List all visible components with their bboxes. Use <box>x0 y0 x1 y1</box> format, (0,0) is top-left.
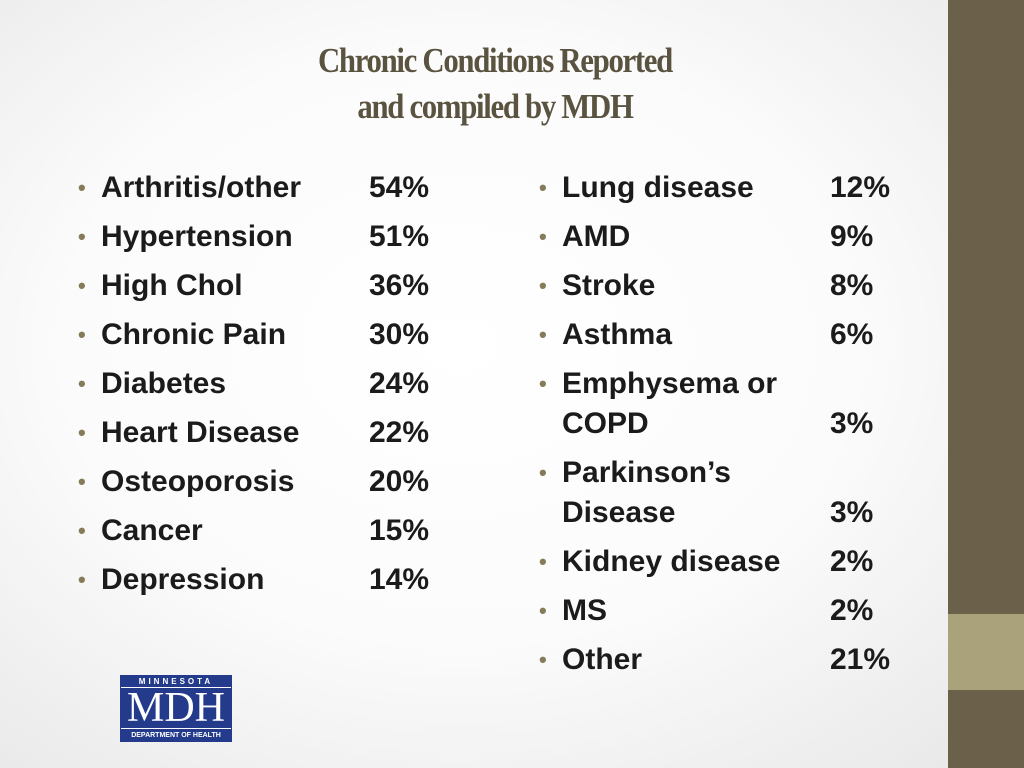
list-item: • Diabetes 24% <box>78 364 429 404</box>
item-value: 22% <box>369 416 430 449</box>
item-label: Emphysema or COPD <box>562 367 778 440</box>
bullet: • <box>78 224 86 249</box>
item-label: Arthritis/other <box>101 171 302 204</box>
bullet: • <box>539 549 547 574</box>
list-item: • Other 21% <box>539 640 890 680</box>
item-label: Heart Disease <box>101 416 300 449</box>
item-label: Cancer <box>101 514 203 547</box>
item-label: Hypertension <box>101 220 293 253</box>
item-label: Osteoporosis <box>101 465 295 498</box>
item-label: Kidney disease <box>562 545 781 578</box>
item-label: Stroke <box>562 269 656 302</box>
bullet: • <box>539 224 547 249</box>
item-label: Chronic Pain <box>101 318 287 351</box>
item-value: 20% <box>369 465 430 498</box>
item-value: 2% <box>830 594 874 627</box>
bullet: • <box>539 460 547 485</box>
item-value: 30% <box>369 318 430 351</box>
item-label: Asthma <box>562 318 673 351</box>
bullet: • <box>78 273 86 298</box>
logo-top: MINNESOTA <box>138 677 214 686</box>
list-item: • Lung disease 12% <box>539 168 890 208</box>
item-value: 51% <box>369 220 430 253</box>
list-item: • High Chol 36% <box>78 266 429 306</box>
item-label: MS <box>562 594 607 627</box>
bullet: • <box>539 273 547 298</box>
item-label: AMD <box>562 220 631 253</box>
item-label: Diabetes <box>101 367 227 400</box>
list-item: • Emphysema or COPD 3% <box>539 364 890 444</box>
mdh-logo: MINNESOTA MDH DEPARTMENT OF HEALTH <box>120 675 232 742</box>
bullet: • <box>539 371 547 396</box>
bullet: • <box>539 598 547 623</box>
bullet: • <box>539 322 547 347</box>
item-value: 21% <box>830 643 891 676</box>
list-item: • Stroke 8% <box>539 266 890 306</box>
title-line: and compiled by MDH <box>357 87 634 126</box>
item-value: 3% <box>830 407 874 440</box>
list-item: • Asthma 6% <box>539 315 890 355</box>
list-item: • AMD 9% <box>539 217 890 257</box>
item-label: Parkinson’s Disease <box>562 456 731 529</box>
list-item: • Osteoporosis 20% <box>78 462 429 502</box>
bullet: • <box>78 175 86 200</box>
item-value: 14% <box>369 563 430 596</box>
item-label: Other <box>562 643 643 676</box>
logo-bottom: DEPARTMENT OF HEALTH <box>131 732 221 739</box>
item-value: 6% <box>830 318 874 351</box>
item-value: 9% <box>830 220 874 253</box>
item-label: High Chol <box>101 269 243 302</box>
right-list: • Lung disease 12% • AMD 9% • Stroke 8% • Asthma 6%… <box>539 168 890 689</box>
item-value: 36% <box>369 269 430 302</box>
item-value: 8% <box>830 269 874 302</box>
item-value: 54% <box>369 171 430 204</box>
bullet: • <box>78 371 86 396</box>
list-item: • Cancer 15% <box>78 511 429 551</box>
bullet: • <box>78 518 86 543</box>
list-item: • MS 2% <box>539 591 890 631</box>
bullet: • <box>78 322 86 347</box>
item-label: Lung disease <box>562 171 754 204</box>
list-item: • Chronic Pain 30% <box>78 315 429 355</box>
list-item: • Depression 14% <box>78 560 429 600</box>
slide-title: Chronic Conditions Reported and compiled… <box>0 38 990 130</box>
item-value: 2% <box>830 545 874 578</box>
item-label: Depression <box>101 563 265 596</box>
list-item: • Parkinson’s Disease 3% <box>539 453 890 533</box>
bullet: • <box>539 175 547 200</box>
list-item: • Heart Disease 22% <box>78 413 429 453</box>
bullet: • <box>78 567 86 592</box>
list-item: • Kidney disease 2% <box>539 542 890 582</box>
list-item: • Arthritis/other 54% <box>78 168 429 208</box>
logo-main: MDH <box>121 687 231 729</box>
bullet: • <box>78 469 86 494</box>
left-list: • Arthritis/other 54% • Hypertension 51% • High… <box>78 168 429 609</box>
bullet: • <box>78 420 86 445</box>
side-accent <box>948 614 1024 690</box>
item-value: 3% <box>830 496 874 529</box>
bullet: • <box>539 647 547 672</box>
title-line: Chronic Conditions Reported <box>318 41 673 80</box>
list-item: • Hypertension 51% <box>78 217 429 257</box>
item-value: 15% <box>369 514 430 547</box>
item-value: 24% <box>369 367 430 400</box>
item-value: 12% <box>830 171 891 204</box>
